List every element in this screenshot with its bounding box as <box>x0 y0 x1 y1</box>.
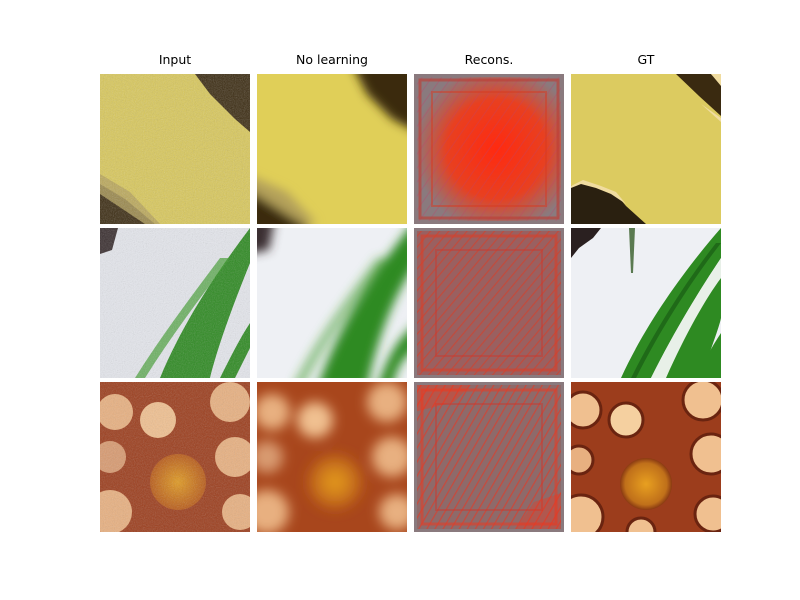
row3-no-learning-image <box>257 382 407 532</box>
row1-no-learning-image <box>257 74 407 224</box>
row1-recons-image <box>414 74 564 224</box>
row2-input-image <box>100 228 250 378</box>
column-title-no-learning: No learning <box>296 52 368 67</box>
row3-recons-image <box>414 382 564 532</box>
row1-gt-image <box>571 74 721 224</box>
row2-gt-image <box>571 228 721 378</box>
column-title-gt: GT <box>637 52 655 67</box>
row2-recons-image <box>414 228 564 378</box>
column-title-input: Input <box>158 52 192 67</box>
row1-input-image <box>100 74 250 224</box>
column-title-recons: Recons. <box>464 52 514 67</box>
row3-gt-image <box>571 382 721 532</box>
row2-no-learning-image <box>257 228 407 378</box>
row3-input-image <box>100 382 250 532</box>
